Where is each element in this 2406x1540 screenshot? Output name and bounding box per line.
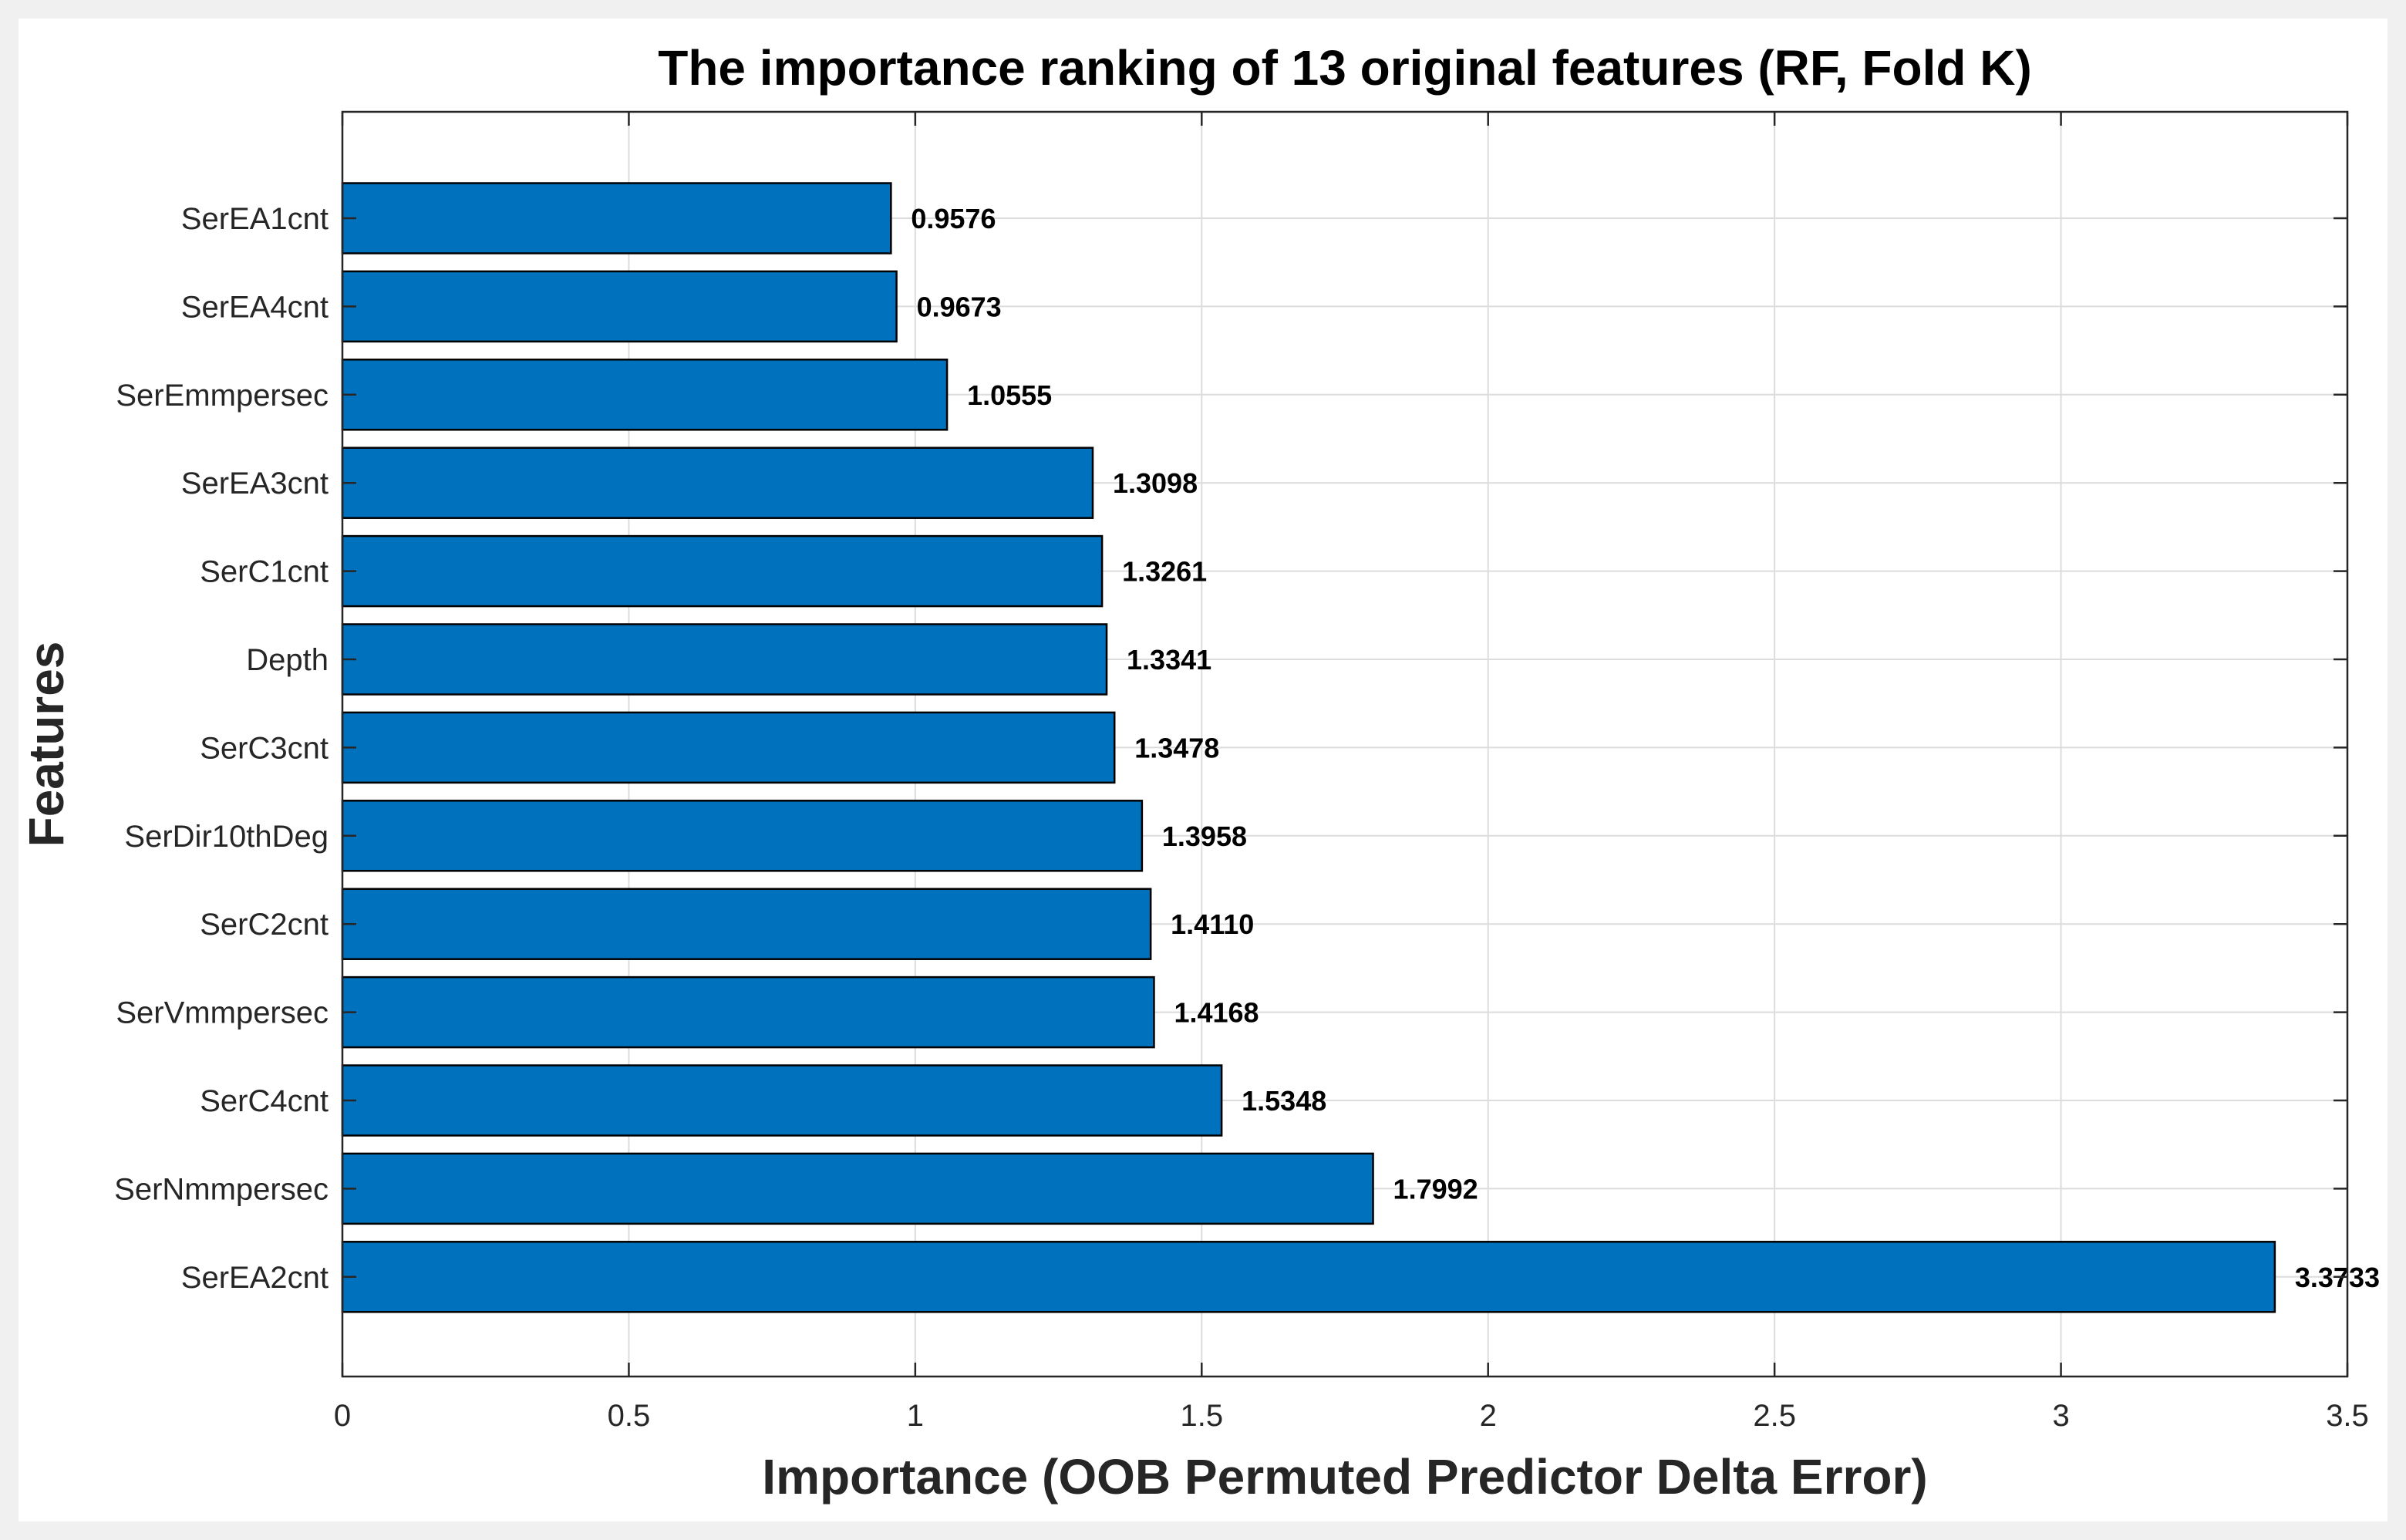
bar	[341, 976, 1155, 1049]
y-tick-label: SerEA4cnt	[181, 290, 329, 324]
y-tick-label: SerEA2cnt	[181, 1261, 329, 1295]
y-tick-label: SerEA3cnt	[181, 467, 329, 500]
data-label: 1.7992	[1393, 1173, 1478, 1205]
y-tick-label: SerC4cnt	[200, 1084, 329, 1118]
data-label: 1.3958	[1162, 821, 1247, 852]
bar	[341, 534, 1104, 608]
x-tick-label: 0.5	[608, 1399, 651, 1433]
x-tick-label: 2	[1480, 1399, 1497, 1433]
bar	[341, 711, 1116, 784]
data-label: 1.3478	[1134, 732, 1219, 763]
bar	[341, 800, 1144, 872]
data-label: 1.0555	[967, 379, 1052, 411]
bar	[341, 623, 1108, 696]
bar	[341, 1241, 2276, 1313]
y-tick-label: SerEmmpersec	[116, 379, 329, 413]
bar	[341, 359, 949, 431]
y-tick-label: SerDir10thDeg	[124, 820, 329, 854]
x-tick-label: 1.5	[1180, 1399, 1223, 1433]
chart-title: The importance ranking of 13 original fe…	[658, 40, 2032, 96]
y-tick-label: SerNmmpersec	[114, 1172, 329, 1206]
y-tick-label: SerC3cnt	[200, 731, 329, 765]
y-tick-label: Depth	[246, 643, 329, 677]
y-tick-label: SerC2cnt	[200, 908, 329, 942]
y-tick-labels: SerEA1cnt SerEA4cnt SerEmmpersec SerEA3cnt S…	[114, 202, 329, 1295]
data-label: 1.5348	[1242, 1085, 1326, 1117]
data-label: 1.3341	[1127, 644, 1211, 676]
axes-box	[341, 110, 2349, 1378]
bar	[341, 446, 1094, 519]
data-label: 1.3261	[1122, 556, 1207, 588]
data-label: 1.3098	[1113, 467, 1198, 499]
data-label: 0.9673	[917, 291, 1002, 322]
y-tick-label: SerEA1cnt	[181, 202, 329, 236]
data-labels: 0.9576 0.9673 1.0555 1.3098 1.3261 1.3341 1.34…	[911, 203, 2380, 1293]
y-tick-label: SerC1cnt	[200, 555, 329, 589]
y-tick-label: SerVmmpersec	[116, 996, 329, 1030]
x-tick-label: 1	[907, 1399, 924, 1433]
y-axis-label: Features	[19, 642, 74, 848]
data-label: 1.4168	[1174, 997, 1259, 1029]
bar	[341, 1064, 1223, 1137]
data-label: 0.9576	[911, 203, 996, 234]
bar	[341, 1152, 1374, 1225]
bar	[341, 888, 1152, 960]
x-tick-label: 3.5	[2326, 1399, 2369, 1433]
x-tick-label: 3	[2052, 1399, 2069, 1433]
data-label: 1.4110	[1171, 908, 1254, 940]
x-tick-label: 0	[334, 1399, 351, 1433]
x-tick-labels: 0 0.5 1 1.5 2 2.5 3 3.5	[334, 1399, 2369, 1433]
bar	[341, 270, 898, 343]
x-tick-label: 2.5	[1753, 1399, 1796, 1433]
bar	[341, 182, 892, 254]
bars	[341, 182, 2276, 1313]
x-axis-label: Importance (OOB Permuted Predictor Delta…	[762, 1449, 1927, 1505]
